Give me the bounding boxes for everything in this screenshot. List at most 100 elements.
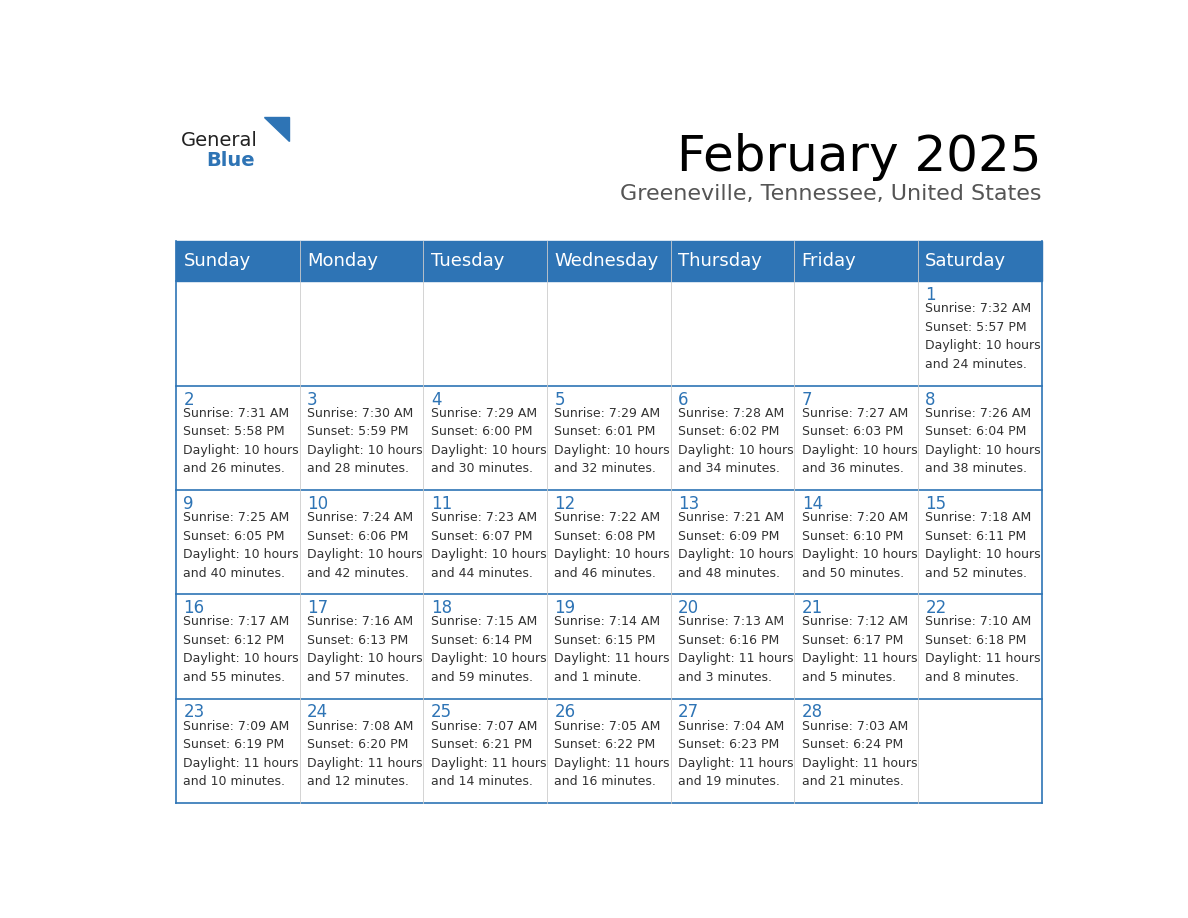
Bar	[546, 699, 671, 803]
Text: Sunrise: 7:27 AM
Sunset: 6:03 PM
Daylight: 10 hours
and 36 minutes.: Sunrise: 7:27 AM Sunset: 6:03 PM Dayligh…	[802, 407, 917, 476]
Text: Sunrise: 7:12 AM
Sunset: 6:17 PM
Daylight: 11 hours
and 5 minutes.: Sunrise: 7:12 AM Sunset: 6:17 PM Dayligh…	[802, 615, 917, 684]
Bar	[795, 699, 918, 803]
Text: 4: 4	[431, 390, 441, 409]
Bar	[176, 241, 299, 281]
Text: Sunrise: 7:08 AM
Sunset: 6:20 PM
Daylight: 11 hours
and 12 minutes.: Sunrise: 7:08 AM Sunset: 6:20 PM Dayligh…	[308, 720, 423, 789]
Text: 10: 10	[308, 495, 328, 513]
Text: Sunrise: 7:32 AM
Sunset: 5:57 PM
Daylight: 10 hours
and 24 minutes.: Sunrise: 7:32 AM Sunset: 5:57 PM Dayligh…	[925, 302, 1041, 371]
Bar	[918, 241, 1042, 281]
Text: Saturday: Saturday	[925, 252, 1006, 270]
Bar	[795, 490, 918, 594]
Text: Sunrise: 7:31 AM
Sunset: 5:58 PM
Daylight: 10 hours
and 26 minutes.: Sunrise: 7:31 AM Sunset: 5:58 PM Dayligh…	[183, 407, 299, 476]
Bar	[299, 241, 423, 281]
Bar	[423, 241, 546, 281]
Text: Sunrise: 7:07 AM
Sunset: 6:21 PM
Daylight: 11 hours
and 14 minutes.: Sunrise: 7:07 AM Sunset: 6:21 PM Dayligh…	[431, 720, 546, 789]
Bar	[423, 594, 546, 699]
Text: Monday: Monday	[308, 252, 378, 270]
Text: Sunrise: 7:21 AM
Sunset: 6:09 PM
Daylight: 10 hours
and 48 minutes.: Sunrise: 7:21 AM Sunset: 6:09 PM Dayligh…	[678, 511, 794, 579]
Text: Sunrise: 7:17 AM
Sunset: 6:12 PM
Daylight: 10 hours
and 55 minutes.: Sunrise: 7:17 AM Sunset: 6:12 PM Dayligh…	[183, 615, 299, 684]
Text: Sunrise: 7:25 AM
Sunset: 6:05 PM
Daylight: 10 hours
and 40 minutes.: Sunrise: 7:25 AM Sunset: 6:05 PM Dayligh…	[183, 511, 299, 579]
Text: 19: 19	[555, 599, 575, 617]
Bar	[546, 490, 671, 594]
Text: 26: 26	[555, 703, 575, 722]
Bar	[299, 594, 423, 699]
Bar	[299, 490, 423, 594]
Bar	[918, 594, 1042, 699]
Bar	[423, 281, 546, 386]
Text: 6: 6	[678, 390, 689, 409]
Text: Sunrise: 7:26 AM
Sunset: 6:04 PM
Daylight: 10 hours
and 38 minutes.: Sunrise: 7:26 AM Sunset: 6:04 PM Dayligh…	[925, 407, 1041, 476]
Text: Tuesday: Tuesday	[431, 252, 504, 270]
Text: Sunday: Sunday	[183, 252, 251, 270]
Bar	[671, 386, 795, 490]
Bar	[671, 594, 795, 699]
Bar	[546, 594, 671, 699]
Text: 12: 12	[555, 495, 576, 513]
Text: Sunrise: 7:29 AM
Sunset: 6:00 PM
Daylight: 10 hours
and 30 minutes.: Sunrise: 7:29 AM Sunset: 6:00 PM Dayligh…	[431, 407, 546, 476]
Text: Sunrise: 7:28 AM
Sunset: 6:02 PM
Daylight: 10 hours
and 34 minutes.: Sunrise: 7:28 AM Sunset: 6:02 PM Dayligh…	[678, 407, 794, 476]
Polygon shape	[264, 117, 290, 140]
Text: Sunrise: 7:24 AM
Sunset: 6:06 PM
Daylight: 10 hours
and 42 minutes.: Sunrise: 7:24 AM Sunset: 6:06 PM Dayligh…	[308, 511, 423, 579]
Bar	[918, 386, 1042, 490]
Bar	[546, 241, 671, 281]
Text: Sunrise: 7:09 AM
Sunset: 6:19 PM
Daylight: 11 hours
and 10 minutes.: Sunrise: 7:09 AM Sunset: 6:19 PM Dayligh…	[183, 720, 299, 789]
Bar	[918, 490, 1042, 594]
Text: 7: 7	[802, 390, 813, 409]
Text: 16: 16	[183, 599, 204, 617]
Bar	[299, 281, 423, 386]
Text: 9: 9	[183, 495, 194, 513]
Text: Sunrise: 7:14 AM
Sunset: 6:15 PM
Daylight: 11 hours
and 1 minute.: Sunrise: 7:14 AM Sunset: 6:15 PM Dayligh…	[555, 615, 670, 684]
Text: Sunrise: 7:05 AM
Sunset: 6:22 PM
Daylight: 11 hours
and 16 minutes.: Sunrise: 7:05 AM Sunset: 6:22 PM Dayligh…	[555, 720, 670, 789]
Text: February 2025: February 2025	[677, 133, 1042, 181]
Text: 1: 1	[925, 286, 936, 304]
Text: 25: 25	[431, 703, 451, 722]
Text: 17: 17	[308, 599, 328, 617]
Text: Greeneville, Tennessee, United States: Greeneville, Tennessee, United States	[620, 185, 1042, 205]
Bar	[423, 699, 546, 803]
Text: Sunrise: 7:10 AM
Sunset: 6:18 PM
Daylight: 11 hours
and 8 minutes.: Sunrise: 7:10 AM Sunset: 6:18 PM Dayligh…	[925, 615, 1041, 684]
Text: 13: 13	[678, 495, 700, 513]
Text: Friday: Friday	[802, 252, 857, 270]
Text: 2: 2	[183, 390, 194, 409]
Bar	[299, 386, 423, 490]
Bar	[671, 281, 795, 386]
Text: 8: 8	[925, 390, 936, 409]
Text: 18: 18	[431, 599, 451, 617]
Bar	[546, 386, 671, 490]
Bar	[918, 699, 1042, 803]
Text: Sunrise: 7:30 AM
Sunset: 5:59 PM
Daylight: 10 hours
and 28 minutes.: Sunrise: 7:30 AM Sunset: 5:59 PM Dayligh…	[308, 407, 423, 476]
Text: Sunrise: 7:03 AM
Sunset: 6:24 PM
Daylight: 11 hours
and 21 minutes.: Sunrise: 7:03 AM Sunset: 6:24 PM Dayligh…	[802, 720, 917, 789]
Text: 11: 11	[431, 495, 451, 513]
Bar	[176, 594, 299, 699]
Bar	[423, 490, 546, 594]
Bar	[546, 281, 671, 386]
Text: Thursday: Thursday	[678, 252, 762, 270]
Text: 23: 23	[183, 703, 204, 722]
Bar	[423, 386, 546, 490]
Text: Sunrise: 7:20 AM
Sunset: 6:10 PM
Daylight: 10 hours
and 50 minutes.: Sunrise: 7:20 AM Sunset: 6:10 PM Dayligh…	[802, 511, 917, 579]
Text: Sunrise: 7:23 AM
Sunset: 6:07 PM
Daylight: 10 hours
and 44 minutes.: Sunrise: 7:23 AM Sunset: 6:07 PM Dayligh…	[431, 511, 546, 579]
Text: General: General	[181, 131, 258, 151]
Text: Blue: Blue	[207, 151, 255, 170]
Bar	[671, 241, 795, 281]
Bar	[671, 699, 795, 803]
Text: 3: 3	[308, 390, 317, 409]
Text: 27: 27	[678, 703, 700, 722]
Text: Sunrise: 7:18 AM
Sunset: 6:11 PM
Daylight: 10 hours
and 52 minutes.: Sunrise: 7:18 AM Sunset: 6:11 PM Dayligh…	[925, 511, 1041, 579]
Text: Sunrise: 7:04 AM
Sunset: 6:23 PM
Daylight: 11 hours
and 19 minutes.: Sunrise: 7:04 AM Sunset: 6:23 PM Dayligh…	[678, 720, 794, 789]
Text: 20: 20	[678, 599, 700, 617]
Bar	[176, 699, 299, 803]
Text: 5: 5	[555, 390, 565, 409]
Bar	[176, 490, 299, 594]
Bar	[176, 386, 299, 490]
Bar	[176, 281, 299, 386]
Text: 28: 28	[802, 703, 823, 722]
Text: 14: 14	[802, 495, 823, 513]
Text: Sunrise: 7:16 AM
Sunset: 6:13 PM
Daylight: 10 hours
and 57 minutes.: Sunrise: 7:16 AM Sunset: 6:13 PM Dayligh…	[308, 615, 423, 684]
Text: 24: 24	[308, 703, 328, 722]
Bar	[795, 241, 918, 281]
Text: 15: 15	[925, 495, 947, 513]
Text: 22: 22	[925, 599, 947, 617]
Bar	[795, 594, 918, 699]
Text: Wednesday: Wednesday	[555, 252, 658, 270]
